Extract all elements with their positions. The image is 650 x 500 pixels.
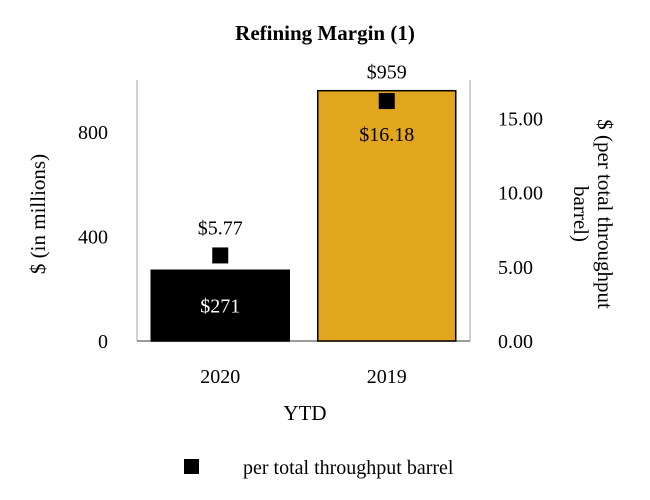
y-tick-label: 400 — [78, 227, 108, 249]
bars — [150, 89, 457, 342]
x-tick-label: 2020 — [200, 366, 240, 388]
marker-2020 — [212, 247, 229, 264]
markers — [212, 93, 395, 264]
data-labels: $271 $5.77 $959 $16.18 — [198, 62, 415, 318]
x-tick-label: 2019 — [367, 366, 407, 388]
bar-value-label-2020: $271 — [200, 296, 240, 318]
bar-2019 — [317, 89, 457, 342]
bar-value-label-2019: $959 — [367, 62, 407, 84]
y2-axis-label-line1: $ (per total throughput — [593, 119, 617, 309]
y2-tick-label: 0.00 — [498, 331, 533, 353]
legend-marker — [184, 459, 199, 474]
y2-tick-label: 5.00 — [498, 257, 533, 279]
y2-axis-label: $ (per total throughput barrel) — [569, 119, 617, 309]
y-axis-label: $ (in millions) — [26, 154, 50, 274]
y2-tick-label: 15.00 — [498, 109, 543, 131]
marker-value-label-2019: $16.18 — [359, 124, 414, 146]
legend-label: per total throughput barrel — [243, 457, 454, 479]
marker-value-label-2020: $5.77 — [198, 217, 243, 239]
x-axis-label: YTD — [283, 401, 326, 425]
chart-title: Refining Margin (1) — [235, 21, 415, 45]
y-tick-label: 800 — [78, 122, 108, 144]
y-tick-label: 0 — [98, 331, 108, 353]
bar-2020 — [150, 269, 290, 342]
marker-2019 — [378, 93, 395, 110]
axes: 0 400 800 0.00 5.00 10.00 15.00 2020 2019 — [78, 80, 543, 388]
legend: per total throughput barrel — [184, 457, 454, 479]
y2-tick-label: 10.00 — [498, 183, 543, 205]
y2-axis-label-line2: barrel) — [569, 186, 593, 242]
